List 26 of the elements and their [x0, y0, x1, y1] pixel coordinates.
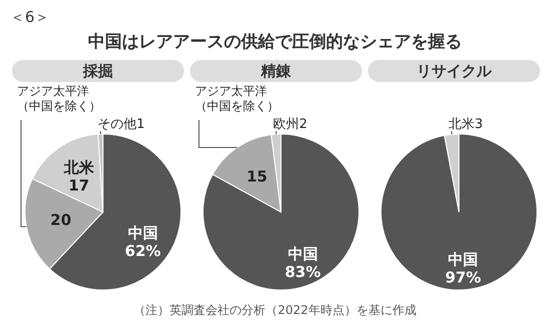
chart-subtitle: リサイクル [368, 60, 540, 82]
slice-label: 中国 [128, 224, 158, 242]
data-label: 97% [445, 268, 481, 287]
slice-label: アジア太平洋（中国を除く） [195, 84, 280, 114]
data-label: 17 [68, 176, 90, 195]
slice-label: その他 [98, 117, 137, 132]
slice-label: 北米 [62, 158, 95, 177]
slice-label: 中国 [448, 250, 478, 269]
data-label: 3 [474, 117, 483, 132]
text: ＜6＞ [10, 8, 50, 27]
data-label: 15 [246, 168, 268, 186]
data-label: 2 [299, 117, 308, 132]
slice-label: 中国 [288, 244, 318, 263]
data-label: 83% [284, 262, 321, 281]
slice-label: アジア太平洋（中国を除く） [17, 84, 102, 114]
pie-slice [202, 134, 360, 290]
pie-slice [380, 134, 538, 290]
data-label: 62% [124, 242, 161, 260]
data-label: 1 [136, 117, 145, 132]
text: 中国はレアアースの供給で圧倒的なシェアを握る [87, 31, 463, 53]
chart-subtitle: 精錬 [190, 60, 362, 82]
text: （注）英調査会社の分析（2022年時点）を基に作成 [132, 302, 418, 319]
chart-subtitle: 採掘 [12, 60, 184, 82]
slice-label: 北米 [448, 117, 475, 132]
data-label: 20 [50, 211, 72, 230]
slice-label: 欧州 [273, 117, 300, 132]
